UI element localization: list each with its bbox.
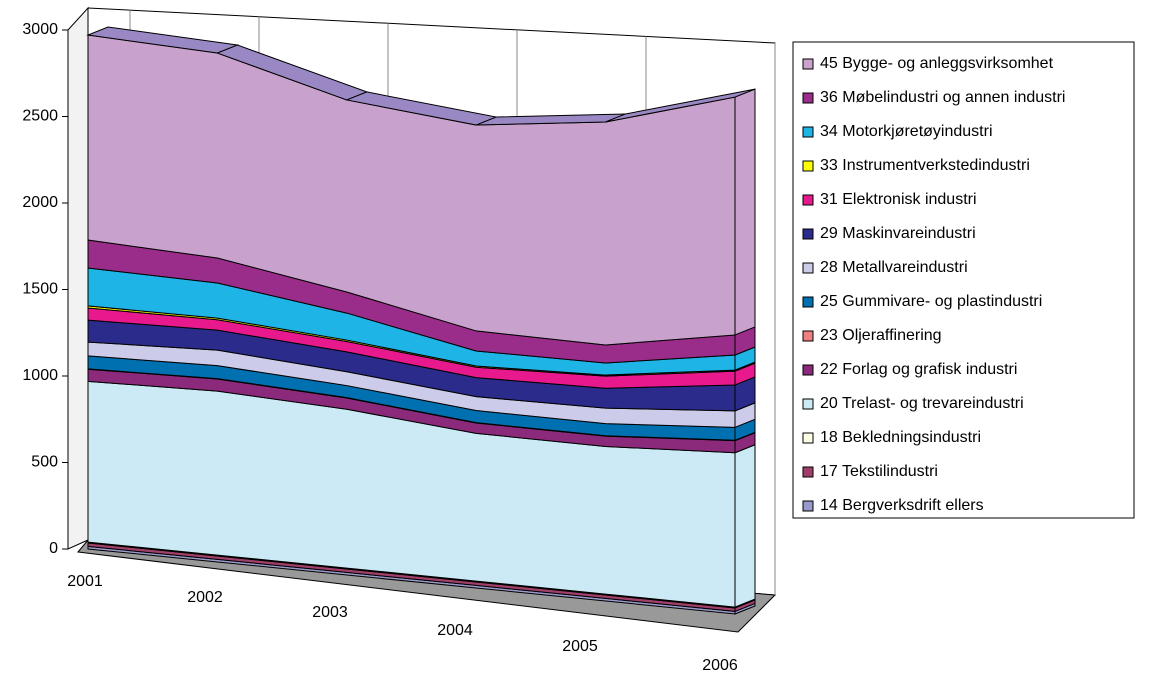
y-tick-label: 3000 bbox=[22, 21, 58, 38]
x-tick-label: 2005 bbox=[562, 638, 598, 655]
legend-box bbox=[792, 41, 1135, 519]
legend-swatch bbox=[802, 160, 814, 172]
legend-swatch bbox=[802, 466, 814, 478]
legend-swatch bbox=[802, 92, 814, 104]
y-tick-label: 2500 bbox=[22, 108, 58, 125]
x-tick-label: 2002 bbox=[187, 589, 223, 606]
area-side bbox=[734, 444, 756, 608]
y-tick-label: 500 bbox=[31, 454, 58, 471]
legend-label: 29 Maskinvareindustri bbox=[820, 225, 976, 242]
legend-label: 20 Trelast- og trevareindustri bbox=[820, 395, 1024, 412]
y-tick-label: 1000 bbox=[22, 367, 58, 384]
legend-swatch bbox=[802, 330, 814, 342]
y-tick-label: 2000 bbox=[22, 194, 58, 211]
legend-label: 45 Bygge- og anleggsvirksomhet bbox=[820, 55, 1054, 72]
legend-label: 25 Gummivare- og plastindustri bbox=[820, 293, 1042, 310]
legend-label: 31 Elektronisk industri bbox=[820, 191, 977, 208]
x-tick-label: 2003 bbox=[312, 604, 348, 621]
x-tick-label: 2004 bbox=[437, 622, 473, 639]
legend-swatch bbox=[802, 296, 814, 308]
legend-swatch bbox=[802, 126, 814, 138]
x-tick-label: 2006 bbox=[702, 657, 738, 674]
legend-label: 23 Oljeraffinering bbox=[820, 327, 942, 344]
area-top bbox=[605, 88, 756, 123]
legend-label: 33 Instrumentverkstedindustri bbox=[820, 157, 1030, 174]
legend-swatch bbox=[802, 228, 814, 240]
y-tick-label: 0 bbox=[49, 540, 58, 557]
legend-label: 36 Møbelindustri og annen industri bbox=[820, 89, 1065, 106]
legend-swatch bbox=[802, 58, 814, 70]
legend-swatch bbox=[802, 364, 814, 376]
legend-swatch bbox=[802, 432, 814, 444]
x-tick-label: 2001 bbox=[67, 573, 103, 590]
y-tick-label: 1500 bbox=[22, 281, 58, 298]
legend-swatch bbox=[802, 398, 814, 410]
area-side bbox=[734, 88, 756, 336]
left-wall bbox=[67, 6, 89, 550]
legend-swatch bbox=[802, 500, 814, 512]
legend-label: 14 Bergverksdrift ellers bbox=[820, 497, 984, 514]
legend-label: 22 Forlag og grafisk industri bbox=[820, 361, 1017, 378]
legend-swatch bbox=[802, 262, 814, 274]
legend-label: 18 Bekledningsindustri bbox=[820, 429, 981, 446]
legend-label: 34 Motorkjøretøyindustri bbox=[820, 123, 993, 140]
legend-label: 28 Metallvareindustri bbox=[820, 259, 968, 276]
legend-swatch bbox=[802, 194, 814, 206]
legend-label: 17 Tekstilindustri bbox=[820, 463, 938, 480]
